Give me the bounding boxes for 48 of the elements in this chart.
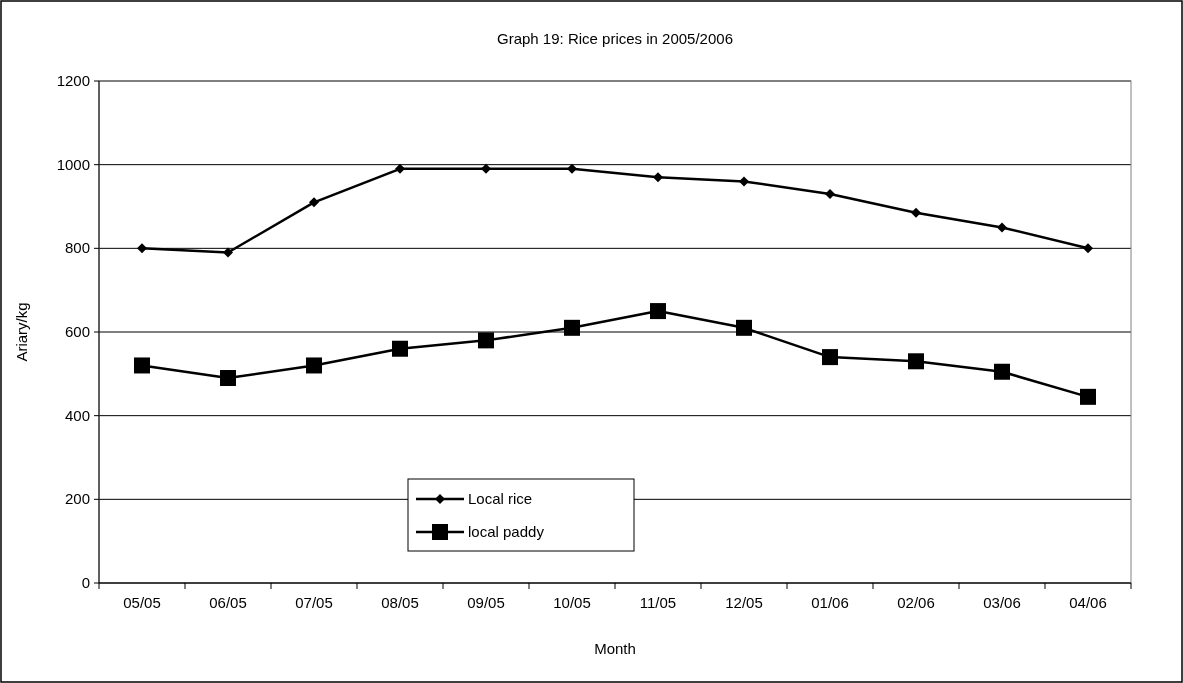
point [309,197,319,208]
x-tick-label: 09/05 [467,594,505,611]
x-tick-label: 10/05 [553,594,591,611]
y-tick-label: 1000 [56,155,90,173]
point [822,349,838,366]
x-tick-label: 12/05 [725,594,763,611]
x-tick-label: 04/06 [1069,594,1107,611]
point [1080,388,1096,405]
legend-label: Local rice [468,490,533,507]
point [653,172,663,183]
y-tick-label: 1200 [56,72,90,89]
x-tick-label: 01/06 [811,594,849,611]
point [997,222,1007,233]
point [220,370,236,387]
x-tick-label: 11/05 [639,594,677,611]
x-tick-label: 02/06 [897,594,935,611]
point [223,247,233,258]
point [134,357,150,374]
point [825,188,835,199]
point [911,207,921,218]
point [908,353,924,370]
point [306,357,322,374]
y-tick-label: 800 [64,239,90,257]
point [392,340,408,357]
point [994,363,1010,380]
point [739,176,749,187]
point [137,243,147,254]
point [481,163,491,174]
x-tick-label: 05/05 [123,594,161,611]
point [736,319,752,336]
x-tick-label: 06/05 [209,594,247,611]
y-tick-label: 0 [81,574,90,591]
y-axis-title: Ariary/kg [13,302,30,362]
y-tick-label: 600 [64,323,90,340]
point [650,303,666,320]
y-tick-label: 200 [64,490,90,508]
x-tick-label: 03/06 [983,594,1021,611]
chart-title: Graph 19: Rice prices in 2005/2006 [497,30,733,47]
x-tick-label: 08/05 [381,594,419,611]
point [1083,243,1093,254]
point [567,163,577,174]
point [478,332,494,349]
x-axis-title: Month [594,640,636,657]
x-tick-label: 07/05 [295,594,333,611]
point [564,319,580,336]
point [395,163,405,174]
legend-label: local paddy [468,523,545,540]
y-tick-label: 400 [64,406,90,424]
